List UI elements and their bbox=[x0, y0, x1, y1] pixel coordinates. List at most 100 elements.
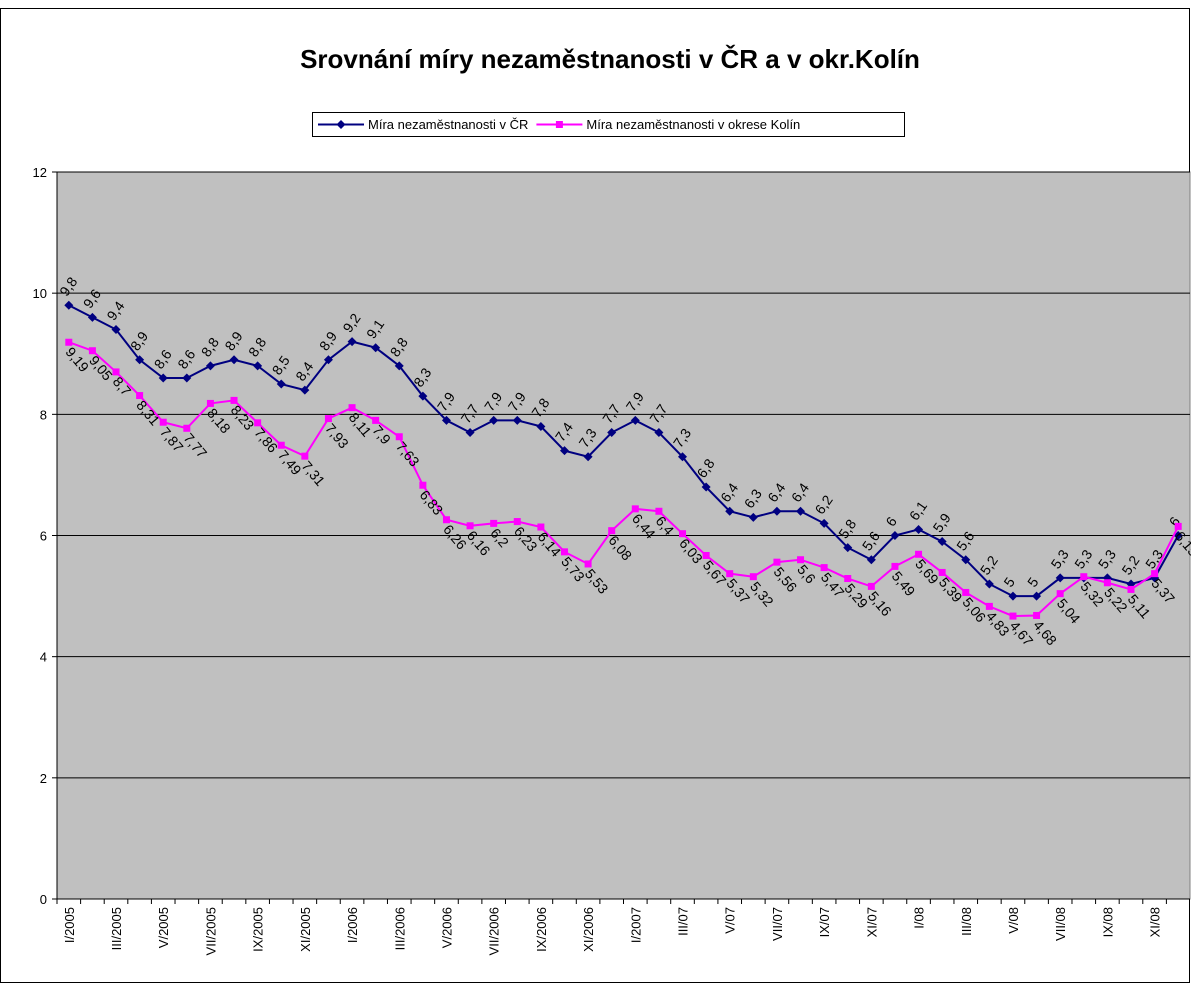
marker bbox=[372, 416, 380, 424]
marker bbox=[937, 537, 947, 547]
marker bbox=[678, 452, 688, 462]
marker bbox=[985, 602, 993, 610]
marker bbox=[111, 325, 121, 335]
marker bbox=[938, 568, 946, 576]
marker bbox=[679, 530, 687, 538]
marker bbox=[1173, 531, 1183, 540]
marker bbox=[773, 558, 781, 566]
marker bbox=[158, 373, 168, 383]
marker bbox=[607, 428, 617, 438]
marker bbox=[1032, 591, 1042, 601]
marker bbox=[962, 588, 970, 596]
legend-box bbox=[312, 112, 905, 137]
marker bbox=[348, 404, 356, 412]
x-tick-label: XI/2005 bbox=[298, 907, 313, 952]
marker bbox=[796, 506, 806, 516]
x-tick-label: III/07 bbox=[676, 907, 691, 936]
x-tick-label: V/07 bbox=[723, 907, 738, 934]
marker bbox=[324, 415, 332, 423]
marker bbox=[866, 555, 876, 565]
marker bbox=[347, 337, 357, 347]
marker bbox=[394, 361, 404, 371]
marker bbox=[797, 556, 805, 564]
x-tick-label: III/2006 bbox=[392, 907, 407, 950]
marker bbox=[442, 516, 450, 524]
x-tick-label: IX/07 bbox=[817, 907, 832, 937]
marker bbox=[1127, 585, 1135, 593]
marker bbox=[1056, 590, 1064, 598]
marker bbox=[206, 399, 214, 407]
marker bbox=[537, 523, 545, 531]
legend-label: Míra nezaměstnanosti v okrese Kolín bbox=[586, 117, 800, 132]
marker bbox=[182, 373, 192, 383]
x-tick-label: I/2005 bbox=[62, 907, 77, 943]
marker bbox=[490, 519, 498, 527]
marker bbox=[323, 355, 333, 365]
x-tick-label: I/2006 bbox=[345, 907, 360, 943]
marker bbox=[513, 518, 521, 526]
marker bbox=[820, 564, 828, 572]
chart-title: Srovnání míry nezaměstnanosti v ČR a v o… bbox=[300, 44, 920, 74]
marker bbox=[1174, 522, 1182, 530]
marker bbox=[254, 419, 262, 427]
y-tick-label: 12 bbox=[33, 165, 47, 180]
marker bbox=[229, 355, 239, 365]
marker bbox=[1080, 573, 1088, 581]
marker bbox=[336, 120, 346, 129]
marker bbox=[702, 551, 710, 559]
marker bbox=[512, 415, 522, 425]
y-tick-label: 8 bbox=[40, 407, 47, 422]
marker bbox=[867, 582, 875, 590]
legend-label: Míra nezaměstnanosti v ČR bbox=[368, 117, 528, 132]
x-tick-label: VII/2005 bbox=[203, 907, 218, 955]
y-tick-label: 0 bbox=[40, 892, 47, 907]
marker bbox=[65, 338, 73, 346]
marker bbox=[772, 506, 782, 516]
marker bbox=[843, 543, 853, 553]
marker bbox=[961, 555, 971, 565]
marker bbox=[536, 421, 546, 431]
marker bbox=[844, 575, 852, 583]
marker bbox=[277, 441, 285, 449]
marker bbox=[88, 347, 96, 355]
marker bbox=[890, 531, 900, 540]
marker bbox=[608, 527, 616, 535]
x-tick-label: XI/08 bbox=[1148, 907, 1163, 937]
marker bbox=[489, 415, 499, 425]
marker bbox=[300, 385, 310, 395]
marker bbox=[230, 396, 238, 404]
x-tick-label: I/2007 bbox=[628, 907, 643, 943]
marker bbox=[584, 560, 592, 568]
marker bbox=[418, 391, 428, 401]
y-tick-label: 4 bbox=[40, 650, 47, 665]
marker bbox=[630, 415, 640, 425]
marker bbox=[183, 424, 191, 432]
marker bbox=[1009, 612, 1017, 620]
marker bbox=[64, 300, 74, 310]
marker bbox=[560, 548, 568, 556]
x-tick-label: IX/08 bbox=[1100, 907, 1115, 937]
marker bbox=[466, 522, 474, 530]
x-tick-label: XI/07 bbox=[864, 907, 879, 937]
series-line bbox=[68, 341, 1180, 618]
marker bbox=[465, 428, 475, 438]
y-tick-label: 6 bbox=[40, 529, 47, 544]
marker bbox=[112, 368, 120, 376]
marker bbox=[301, 452, 309, 460]
marker bbox=[371, 343, 381, 353]
y-tick-label: 2 bbox=[40, 771, 47, 786]
marker bbox=[135, 355, 145, 365]
series-line bbox=[68, 304, 1180, 598]
x-tick-label: V/2005 bbox=[156, 907, 171, 948]
marker bbox=[725, 506, 735, 516]
x-tick-label: VII/2006 bbox=[487, 907, 502, 955]
marker bbox=[159, 418, 167, 426]
marker bbox=[914, 524, 924, 534]
x-tick-label: VII/08 bbox=[1053, 907, 1068, 941]
legend: Míra nezaměstnanosti v ČR Míra nezaměstna… bbox=[312, 112, 905, 137]
marker bbox=[819, 518, 829, 528]
marker bbox=[87, 312, 97, 322]
marker bbox=[984, 579, 994, 589]
y-tick-label: 10 bbox=[33, 286, 47, 301]
x-tick-label: XI/2006 bbox=[581, 907, 596, 952]
